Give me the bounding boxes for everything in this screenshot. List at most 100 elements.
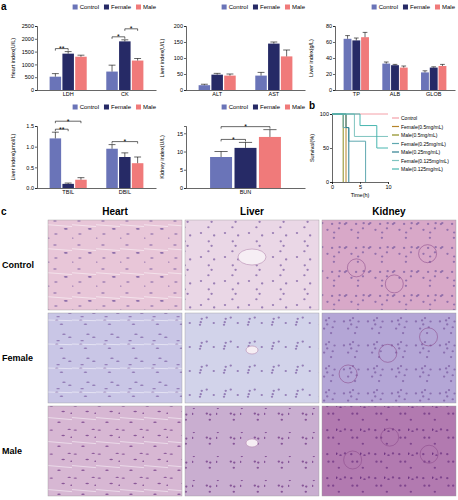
legend-label: Male	[442, 4, 456, 10]
legend-item: Female(0.5mg/mL)	[392, 124, 444, 130]
legend-item: Control	[392, 115, 417, 121]
error-bar	[401, 66, 406, 68]
tick-label: 100	[174, 55, 183, 61]
error-cap	[423, 70, 428, 71]
y-axis-tick: 0	[180, 185, 186, 191]
tick-label: TP	[353, 91, 360, 97]
column-label: Liver	[240, 206, 264, 217]
y-axis-tick: 1.0	[26, 144, 37, 150]
tick-mark	[35, 126, 37, 127]
error-cap	[121, 152, 128, 153]
legend-label: Male	[143, 104, 157, 110]
legend: ControlFemaleMale	[222, 104, 306, 110]
error-bar	[214, 152, 227, 157]
significance: *	[125, 25, 138, 32]
tissue-image	[185, 313, 319, 403]
tick-mark	[184, 188, 186, 189]
error-cap	[214, 73, 221, 74]
bar	[211, 75, 223, 90]
legend-item: Control	[222, 4, 248, 10]
x-axis-tick: 0	[331, 182, 334, 190]
legend-item: Male	[435, 4, 456, 10]
tick-label: 5	[180, 167, 183, 173]
column-label: Kidney	[372, 206, 406, 217]
error-bar	[345, 36, 350, 39]
x-axis: TPALBGLOB	[336, 90, 456, 97]
error-line	[261, 72, 262, 75]
tick-mark	[330, 148, 332, 149]
x-axis-tick: 10	[385, 182, 391, 190]
significance-label: *	[244, 123, 247, 130]
x-axis-tick: ALT	[212, 90, 222, 97]
tick-label: 1000	[22, 62, 34, 68]
tissue-image	[322, 406, 456, 496]
error-cap	[214, 151, 227, 152]
tick-mark	[184, 42, 186, 43]
legend-item: Male	[285, 4, 306, 10]
tick-label: 2000	[22, 36, 34, 42]
x-axis-line	[38, 188, 157, 189]
y-axis-tick: 0.0	[26, 185, 37, 191]
significance: *	[221, 136, 245, 143]
legend-label: Control	[80, 104, 99, 110]
histology-tile	[322, 406, 456, 496]
legend-swatch	[392, 160, 399, 161]
vessel	[246, 439, 258, 447]
histology-tile	[185, 220, 319, 310]
legend-label: Female	[260, 4, 281, 10]
tick-label: 40	[326, 55, 332, 61]
bar	[224, 76, 236, 90]
histology-tile	[185, 313, 319, 403]
error-cap	[227, 74, 234, 75]
significance: *	[221, 123, 270, 130]
tick-label: ALT	[212, 91, 222, 97]
tick-label: 150	[174, 39, 183, 45]
bar	[50, 77, 62, 90]
y-axis-tick: 80	[326, 23, 335, 29]
bar	[352, 40, 360, 90]
bar	[439, 66, 447, 90]
tick-mark	[184, 90, 186, 91]
error-bar	[109, 65, 116, 71]
bar-chart: 050100150200ALTASTLiver index(U/L)Contro…	[159, 4, 306, 97]
y-axis-tick: 20	[326, 71, 335, 77]
error-bar	[109, 145, 116, 149]
y-axis-tick: 1500	[22, 49, 37, 55]
significance: *	[112, 138, 138, 145]
tick-mark	[35, 26, 37, 27]
legend: ControlFemaleMale	[73, 104, 157, 110]
y-axis-title: Liver index(g/L)	[308, 39, 314, 77]
histology-tile	[322, 220, 456, 310]
bar	[344, 39, 352, 90]
bar	[75, 57, 87, 90]
error-line	[269, 130, 270, 137]
y-axis-title: Survival(%)	[309, 134, 315, 162]
tick-mark	[333, 74, 335, 75]
significance-label: *	[117, 33, 120, 40]
legend-item: Female(0.125mg/mL)	[392, 158, 449, 164]
y-axis: 051015	[177, 127, 187, 192]
panel-label: a	[1, 1, 7, 12]
tissue-image	[48, 406, 182, 496]
legend-label: Control	[401, 115, 417, 121]
y-axis-tick: 1.5	[26, 123, 37, 129]
error-line	[55, 132, 56, 138]
error-bar	[65, 183, 72, 185]
x-axis-tick: DBIL	[119, 188, 131, 195]
legend-swatch	[136, 105, 141, 110]
error-cap	[52, 73, 59, 74]
error-bar	[384, 62, 389, 64]
error-line	[221, 152, 222, 157]
x-axis-title: Time(h)	[351, 192, 370, 198]
tick-label: LDH	[63, 91, 74, 97]
x-axis: BUN	[187, 188, 306, 195]
tick-label: CK	[121, 91, 129, 97]
significance: **	[55, 45, 68, 52]
y-axis-tick: 0	[180, 87, 186, 93]
y-axis-title: Liver index(U/L)	[159, 38, 165, 77]
legend-label: Male	[143, 4, 157, 10]
x-axis-tick: BUN	[240, 188, 252, 195]
histology-tile	[48, 313, 182, 403]
legend-label: Male(0.25mg/mL)	[401, 149, 441, 155]
tick-label: 10	[177, 149, 183, 155]
